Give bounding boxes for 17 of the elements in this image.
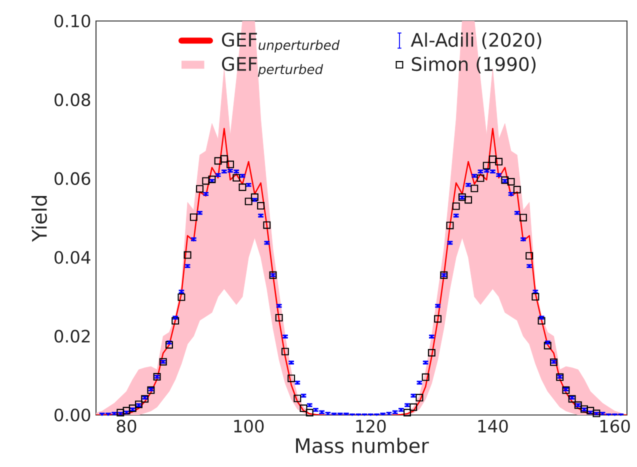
- y-tick-label: 0.00: [54, 408, 90, 422]
- x-tick-label: 140: [478, 420, 508, 433]
- x-tick-label: 160: [600, 420, 630, 433]
- y-tick-label: 0.08: [54, 93, 90, 106]
- x-tick-label: 120: [356, 420, 386, 433]
- x-tick-label: 100: [234, 420, 264, 433]
- legend-label: Al-Adili (2020): [410, 32, 542, 50]
- y-tick-label: 0.10: [54, 14, 90, 28]
- x-axis-title: Mass number: [296, 438, 429, 454]
- y-tick-label: 0.02: [54, 330, 90, 343]
- legend-label: $\text{GEF}_{\textit{unperturbed}}$: [222, 32, 340, 53]
- x-tick-label: 80: [116, 420, 136, 433]
- y-tick-label: 0.04: [54, 250, 90, 264]
- y-axis-title: Yield: [31, 196, 47, 242]
- y-tick-label: 0.06: [54, 172, 90, 186]
- legend-label: $\text{GEF}_{\textit{perturbed}}$: [222, 56, 324, 77]
- legend-label: Simon (1990): [412, 56, 536, 74]
